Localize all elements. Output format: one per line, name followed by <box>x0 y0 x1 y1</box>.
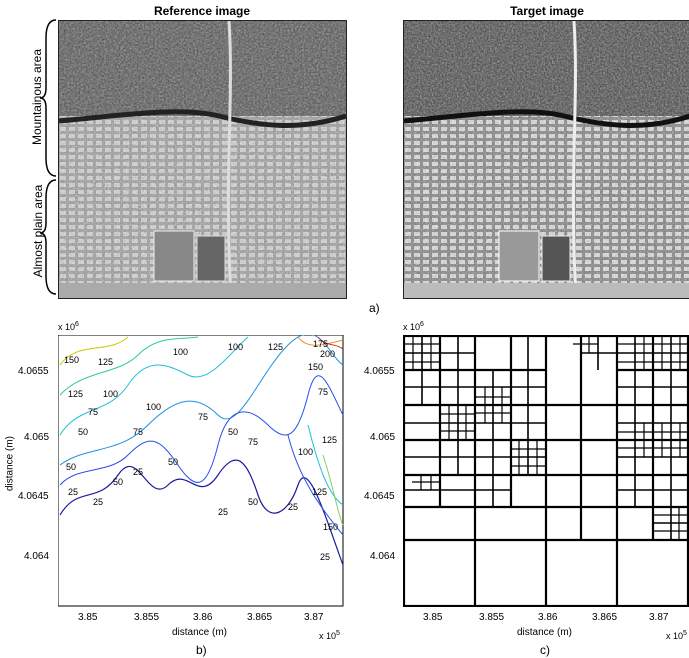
contour-150 <box>59 336 129 366</box>
contour-label: 75 <box>88 407 98 417</box>
panel-b-y-exponent: x 106 <box>58 321 79 332</box>
panel-c-caption: c) <box>540 643 550 657</box>
contour-label: 125 <box>268 342 283 352</box>
b-x-tick: 3.86 <box>193 612 213 623</box>
contour-label: 75 <box>318 387 328 397</box>
contour-label: 50 <box>113 477 123 487</box>
panel-b-caption: b) <box>196 643 207 657</box>
c-x-axis-label: distance (m) <box>517 627 573 638</box>
target-image-title: Target image <box>510 4 584 18</box>
c-y-tick: 4.0655 <box>364 366 395 377</box>
b-x-tick: 3.855 <box>134 612 160 623</box>
contour-label: 25 <box>320 552 330 562</box>
contour-label: 200 <box>320 349 335 359</box>
c-x-tick: 3.855 <box>479 612 505 623</box>
contour-label: 125 <box>322 435 337 445</box>
contour-label: 50 <box>78 427 88 437</box>
c-x-tick: 3.865 <box>592 612 618 623</box>
contour-200 <box>317 336 344 350</box>
contour-plot: 150 125 100 100 125 175 200 150 125 100 … <box>58 335 344 607</box>
contour-label: 125 <box>98 357 113 367</box>
c-x-tick: 3.87 <box>649 612 669 623</box>
contour-25-a <box>59 459 344 566</box>
contour-100-b <box>307 424 344 506</box>
contour-label: 50 <box>66 462 76 472</box>
area-braces <box>39 19 57 295</box>
contour-label: 50 <box>228 427 238 437</box>
contour-label: 150 <box>308 362 323 372</box>
contour-label: 100 <box>173 347 188 357</box>
contour-labels: 150 125 100 100 125 175 200 150 125 100 … <box>64 339 338 562</box>
contour-label: 175 <box>313 339 328 349</box>
contour-label: 25 <box>68 487 78 497</box>
contour-label: 75 <box>198 412 208 422</box>
b-y-axis-label: distance (m) <box>4 436 16 492</box>
reference-aerial-image <box>58 20 347 299</box>
b-x-exponent: x 105 <box>319 630 340 641</box>
plain-area-label: Almost plain area <box>31 184 45 278</box>
b-y-tick: 4.065 <box>24 432 50 443</box>
contour-label: 25 <box>93 497 103 507</box>
c-y-tick: 4.0645 <box>364 491 395 502</box>
contour-label: 100 <box>228 342 243 352</box>
b-y-tick: 4.0645 <box>18 491 49 502</box>
c-y-tick: 4.065 <box>370 432 396 443</box>
contour-label: 75 <box>133 427 143 437</box>
contour-label: 150 <box>64 355 79 365</box>
contour-100-a <box>59 336 249 436</box>
b-x-axis-label: distance (m) <box>172 627 228 638</box>
target-aerial-image <box>403 20 689 299</box>
b-x-tick: 3.87 <box>304 612 324 623</box>
contour-label: 25 <box>133 467 143 477</box>
panel-c-y-exponent: x 106 <box>403 321 424 332</box>
b-x-tick: 3.85 <box>78 612 98 623</box>
panel-a-caption: a) <box>369 301 380 315</box>
quadtree-grid <box>403 335 689 607</box>
contour-label: 50 <box>248 497 258 507</box>
c-y-tick: 4.064 <box>370 551 396 562</box>
c-x-tick: 3.86 <box>538 612 558 623</box>
c-x-tick: 3.85 <box>423 612 443 623</box>
contour-150-b <box>322 454 344 526</box>
contour-label: 100 <box>298 447 313 457</box>
b-y-tick: 4.064 <box>24 551 50 562</box>
contour-175 <box>297 336 344 346</box>
mountainous-area-label: Mountainous area <box>30 48 44 146</box>
c-x-exponent: x 105 <box>666 630 687 641</box>
contour-label: 150 <box>323 522 338 532</box>
reference-image-title: Reference image <box>153 4 251 18</box>
contour-125 <box>59 336 199 396</box>
contour-label: 125 <box>68 389 83 399</box>
contour-50-a <box>59 375 344 486</box>
contour-75-a <box>59 335 344 466</box>
b-x-tick: 3.865 <box>247 612 273 623</box>
contour-label: 100 <box>146 402 161 412</box>
contour-label: 125 <box>312 487 327 497</box>
contour-label: 50 <box>168 457 178 467</box>
contour-label: 100 <box>103 389 118 399</box>
target-image-texture <box>404 21 689 298</box>
contour-label: 25 <box>288 502 298 512</box>
b-y-tick: 4.0655 <box>18 366 49 377</box>
reference-image-texture <box>59 21 346 298</box>
contour-label: 25 <box>218 507 228 517</box>
contour-label: 75 <box>248 437 258 447</box>
contour-50-b <box>287 434 344 536</box>
